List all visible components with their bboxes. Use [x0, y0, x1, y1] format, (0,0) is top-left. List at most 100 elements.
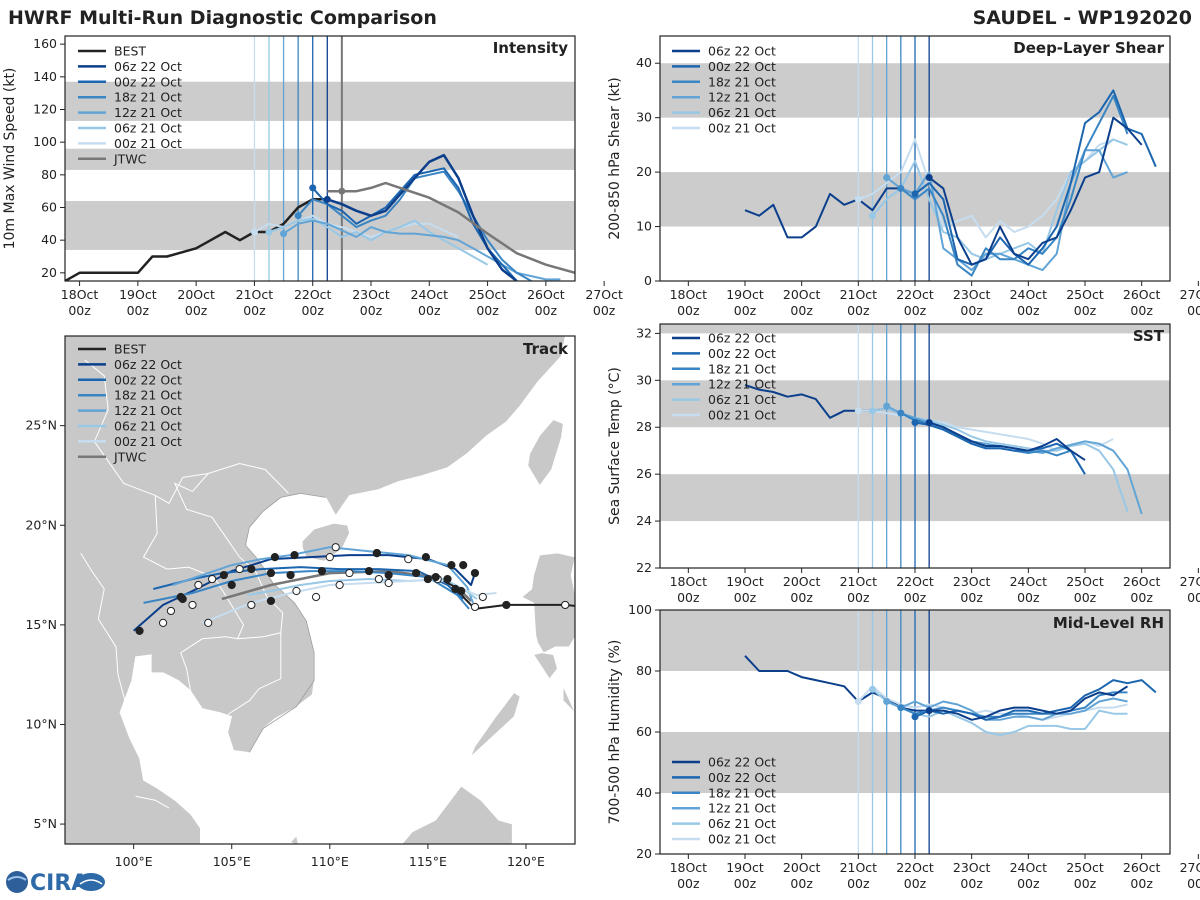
- x-tick-label-date: 26Oct: [1123, 287, 1161, 302]
- track-position-marker: [325, 553, 334, 562]
- x-tick-label-hour: 00z: [1187, 303, 1200, 318]
- y-tick-label: 20: [636, 164, 652, 179]
- legend-label: 06z 21 Oct: [708, 105, 776, 120]
- track-position-marker: [412, 568, 421, 578]
- x-tick-label-date: 25Oct: [1066, 860, 1104, 875]
- land-mass: [533, 652, 558, 680]
- y-tick-label: 40: [636, 785, 652, 800]
- legend-label: 06z 22 Oct: [114, 357, 182, 372]
- x-tick-label-date: 20Oct: [177, 287, 215, 302]
- y-tick-label: 140: [33, 69, 57, 84]
- run-init-marker: [265, 228, 273, 236]
- series-line-18z-21-oct: [900, 94, 1129, 277]
- track-position-marker: [188, 600, 197, 610]
- x-tick-label-date: 24Oct: [1010, 287, 1048, 302]
- x-tick-label-date: 20Oct: [783, 574, 821, 589]
- track-position-marker: [266, 596, 276, 606]
- x-tick-label-hour: 00z: [677, 876, 700, 891]
- track-position-marker: [374, 574, 383, 584]
- x-tick-label-hour: 00z: [847, 303, 870, 318]
- track-position-marker: [292, 586, 301, 596]
- x-tick-label-date: 21Oct: [840, 287, 878, 302]
- legend-label: 12z 21 Oct: [114, 403, 182, 418]
- y-tick-label: 120: [33, 102, 57, 117]
- x-tick-label-date: 19Oct: [119, 287, 157, 302]
- longitude-tick-label: 110°E: [311, 854, 349, 869]
- y-tick-label: 60: [636, 724, 652, 739]
- y-axis-label: 700-500 hPa Humidity (%): [607, 640, 623, 825]
- legend-label: 18z 21 Oct: [114, 90, 182, 105]
- x-tick-label-date: 25Oct: [469, 287, 507, 302]
- x-tick-label-hour: 00z: [847, 590, 870, 605]
- track-position-marker: [158, 618, 168, 627]
- run-init-marker: [869, 212, 876, 220]
- x-tick-label-date: 23Oct: [953, 287, 991, 302]
- track-position-marker: [447, 560, 456, 570]
- series-line-06z-22-oct: [928, 116, 1143, 266]
- x-tick-label-date: 21Oct: [840, 574, 878, 589]
- y-tick-label: 100: [628, 602, 652, 617]
- land-mass: [65, 336, 566, 844]
- run-init-marker: [883, 402, 891, 410]
- legend-label: 06z 22 Oct: [708, 331, 776, 346]
- x-tick-label-hour: 00z: [790, 590, 813, 605]
- panel-title: Track: [523, 340, 569, 358]
- track-position-marker: [227, 580, 236, 590]
- x-tick-label-date: 24Oct: [1010, 860, 1048, 875]
- threshold-band: [65, 200, 575, 250]
- x-tick-label-hour: 00z: [1130, 590, 1153, 605]
- x-tick-label-hour: 00z: [418, 303, 441, 318]
- track-position-marker: [194, 580, 203, 590]
- legend-label: 00z 21 Oct: [708, 832, 776, 847]
- track-position-marker: [331, 543, 340, 552]
- country-border: [173, 473, 284, 715]
- x-tick-label-date: 22Oct: [294, 287, 332, 302]
- track-position-marker: [286, 570, 295, 580]
- track-position-marker: [457, 586, 466, 596]
- y-tick-label: 100: [33, 134, 57, 149]
- x-tick-label-hour: 00z: [1187, 876, 1200, 891]
- track-position-marker: [311, 592, 321, 602]
- legend-label: 06z 21 Oct: [114, 121, 182, 136]
- land-mass: [562, 686, 575, 739]
- track-position-marker: [178, 594, 187, 604]
- coastline: [245, 492, 326, 753]
- legend-label: 12z 21 Oct: [114, 105, 182, 120]
- y-tick-label: 20: [41, 265, 57, 280]
- run-init-marker: [911, 190, 919, 198]
- x-tick-label-date: 19Oct: [726, 574, 764, 589]
- panel-title: Mid-Level RH: [1053, 614, 1164, 632]
- y-axis-label: 10m Max Wind Speed (kt): [2, 68, 18, 250]
- y-tick-label: 22: [636, 560, 652, 575]
- track-position-marker: [290, 551, 299, 560]
- y-tick-label: 30: [636, 110, 652, 125]
- track-position-marker: [335, 580, 344, 590]
- y-tick-label: 10: [636, 219, 652, 234]
- land-mass: [527, 419, 564, 486]
- track-position-marker: [561, 600, 570, 610]
- run-init-marker: [911, 713, 919, 721]
- country-border: [180, 636, 238, 691]
- series-line-06z-22-oct: [326, 153, 518, 281]
- country-border: [80, 552, 131, 719]
- run-init-marker: [883, 698, 891, 705]
- x-tick-label-date: 22Oct: [896, 287, 934, 302]
- x-tick-label-hour: 00z: [1187, 590, 1200, 605]
- track-position-marker: [247, 600, 256, 610]
- legend-label: 00z 22 Oct: [114, 372, 182, 387]
- track-position-marker: [247, 564, 256, 574]
- y-tick-label: 40: [636, 55, 652, 70]
- land-mass: [305, 785, 513, 844]
- legend-label: 12z 21 Oct: [708, 377, 776, 392]
- x-tick-label-hour: 00z: [1130, 876, 1153, 891]
- legend-label: BEST: [114, 342, 146, 357]
- track-line-12z-21-oct: [172, 546, 474, 604]
- x-tick-label-date: 27Oct: [1180, 860, 1200, 875]
- x-tick-label-date: 23Oct: [953, 860, 991, 875]
- x-tick-label-date: 26Oct: [527, 287, 565, 302]
- y-tick-label: 60: [41, 200, 57, 215]
- x-tick-label-hour: 00z: [1017, 590, 1040, 605]
- run-init-marker: [854, 698, 862, 705]
- x-tick-label-date: 27Oct: [1180, 287, 1200, 302]
- legend-label: 06z 22 Oct: [114, 59, 182, 74]
